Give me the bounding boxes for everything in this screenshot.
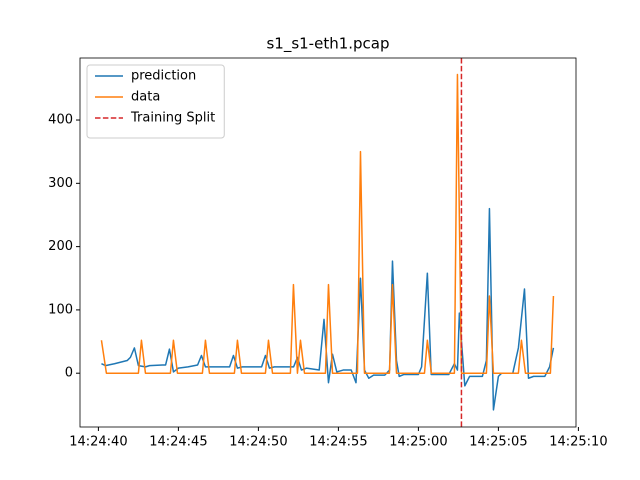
x-tick-label: 14:25:05	[469, 435, 527, 450]
x-tick-label: 14:24:40	[69, 435, 127, 450]
legend-label: prediction	[131, 69, 196, 84]
y-tick-label: 200	[48, 239, 73, 254]
x-tick-label: 14:24:55	[309, 435, 367, 450]
data-line	[101, 207, 555, 411]
x-tick-label: 14:25:00	[389, 435, 447, 450]
legend-box	[86, 64, 225, 139]
legend-label: Training Split	[130, 111, 215, 126]
chart-title: s1_s1-eth1.pcap	[266, 35, 389, 54]
y-tick-label: 300	[48, 176, 73, 191]
x-tick-label: 14:24:50	[229, 435, 287, 450]
legend-label: data	[131, 90, 160, 105]
plot-frame	[79, 57, 577, 428]
y-tick-label: 400	[48, 113, 73, 128]
y-tick-label: 100	[48, 302, 73, 317]
data-line	[100, 73, 555, 374]
x-tick-label: 14:24:45	[149, 435, 207, 450]
x-tick-label: 14:25:10	[549, 435, 607, 450]
y-tick-label: 0	[65, 366, 73, 381]
